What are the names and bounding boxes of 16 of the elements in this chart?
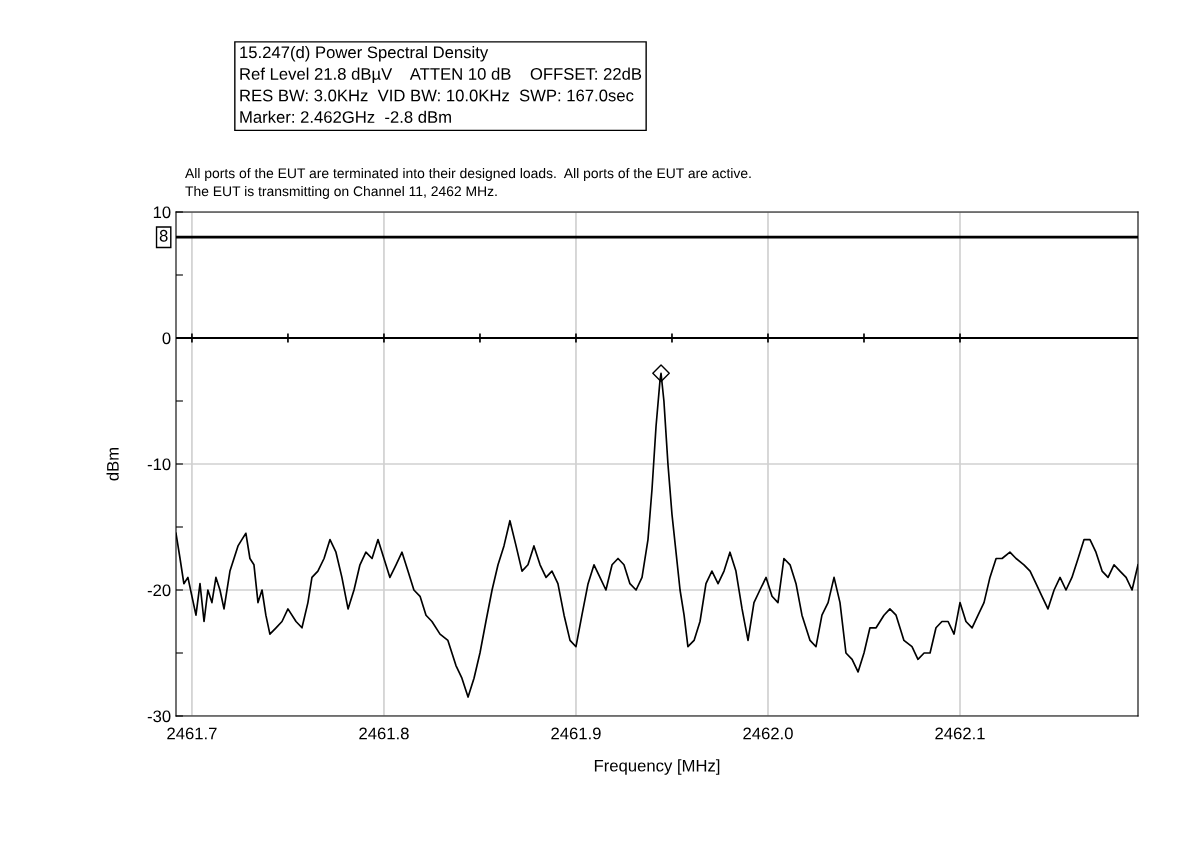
x-tick-label: 2461.9 bbox=[551, 727, 601, 740]
x-tick-label: 2461.7 bbox=[167, 727, 217, 740]
chart-subtitle: Ref Level 21.8 dBµV ATTEN 10 dB OFFSET: 22dB RES BW: 3.0KHz VID BW: 10.0KHz SWP: 167.0sec Marker: 2.462GHz -2.8 dBm bbox=[240, 67, 642, 123]
y-tick-label: 0 bbox=[162, 332, 171, 345]
y-tick-label: -10 bbox=[147, 458, 171, 471]
y-axis-title: dBm bbox=[106, 447, 119, 481]
y-tick-label: -20 bbox=[147, 584, 171, 597]
ref-line-label: 8 bbox=[159, 229, 168, 242]
x-tick-label: 2462.0 bbox=[743, 727, 793, 740]
y-tick-label: 10 bbox=[153, 206, 171, 219]
chart-title: 15.247(d) Power Spectral Density bbox=[240, 46, 489, 62]
text: All ports of the EUT are terminated into their designed loads. All ports of the EUT are active. The EUT is transmitting on Channel 11, 2462 MHz. bbox=[185, 168, 751, 199]
x-axis-title: Frequency [MHz] bbox=[594, 759, 720, 775]
x-tick-label: 2462.1 bbox=[935, 727, 985, 740]
y-tick-label: -30 bbox=[147, 710, 171, 723]
x-tick-label: 2461.8 bbox=[359, 727, 409, 740]
